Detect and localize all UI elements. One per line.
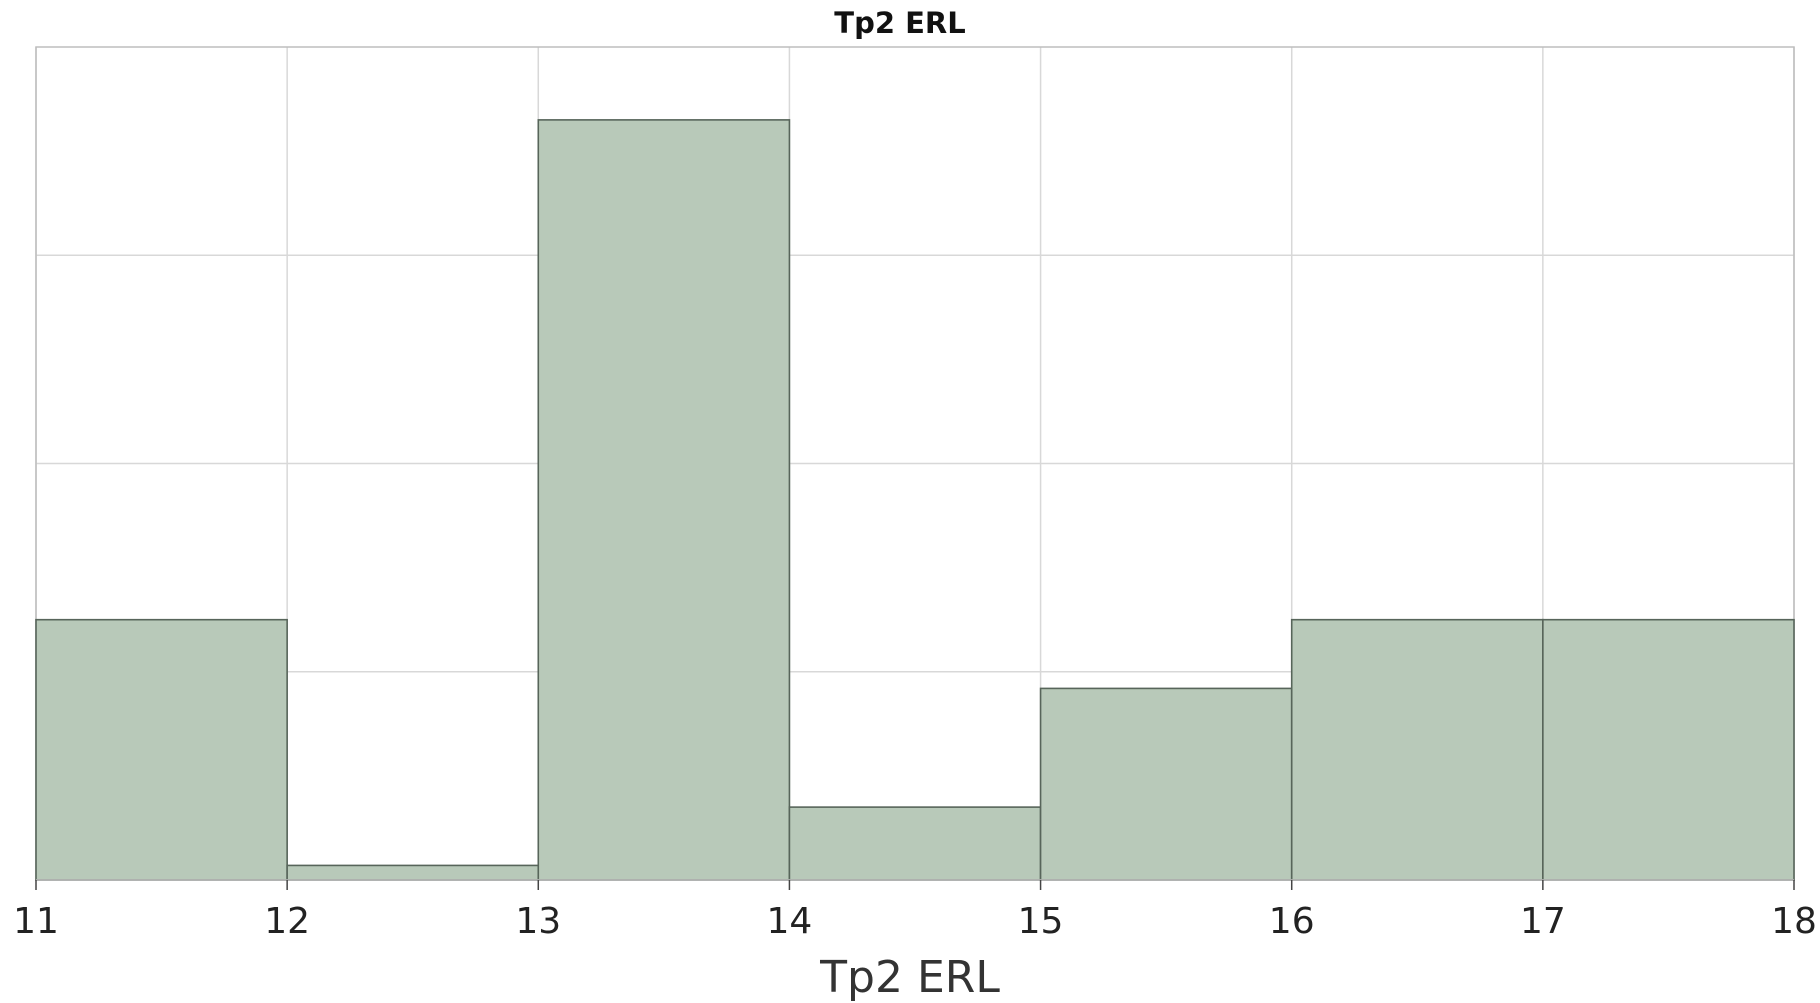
histogram-bar <box>1290 618 1544 881</box>
histogram-bar <box>788 806 1042 881</box>
x-tick-label: 17 <box>1520 901 1566 942</box>
plot-area: 11 12 13 14 15 16 17 18 <box>13 46 1817 942</box>
x-tick-label: 12 <box>264 901 310 942</box>
histogram-bar <box>1039 687 1293 881</box>
histogram-bar <box>286 864 540 881</box>
x-tick-label: 14 <box>767 901 813 942</box>
histogram-bar <box>35 618 288 881</box>
x-tick-label: 18 <box>1771 901 1817 942</box>
x-tick-label: 15 <box>1018 901 1064 942</box>
x-tick-label: 13 <box>515 901 561 942</box>
x-tick-label: 11 <box>13 901 59 942</box>
histogram-bar <box>537 119 791 881</box>
x-axis-label: Tp2 ERL <box>819 952 1000 1003</box>
x-tick-label: 16 <box>1269 901 1315 942</box>
histogram-bar <box>1542 618 1795 881</box>
chart-title: Tp2 ERL <box>834 6 965 40</box>
